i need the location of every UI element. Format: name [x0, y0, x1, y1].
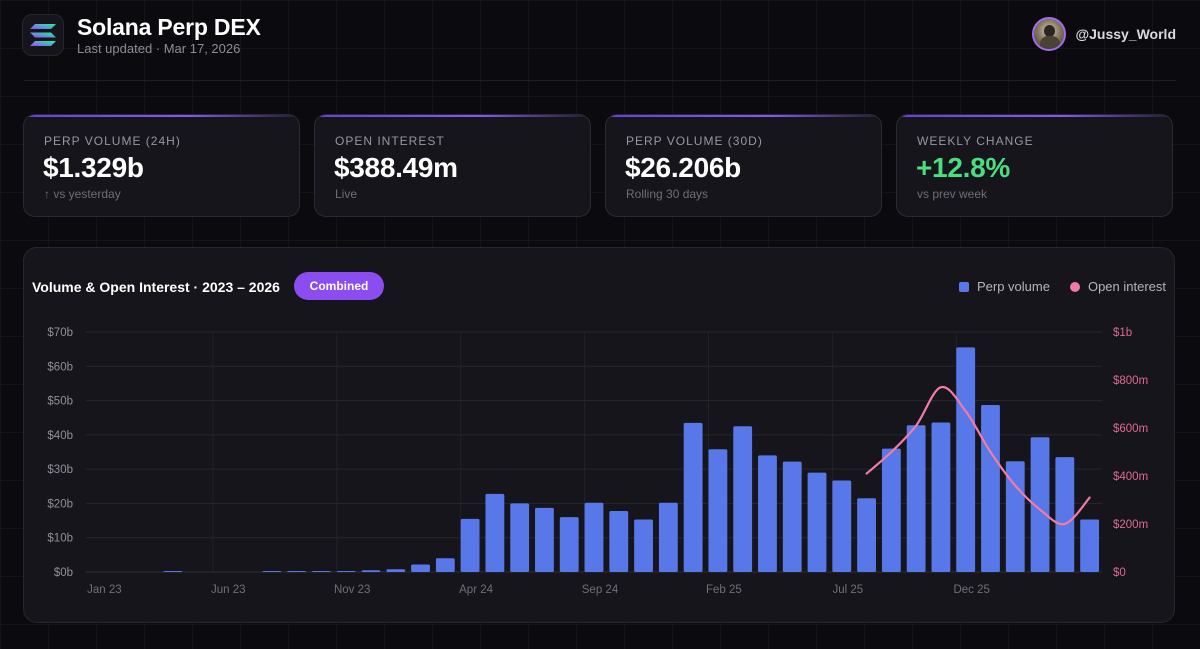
- y-left-tick: $0b: [54, 567, 73, 579]
- y-left-tick: $50b: [47, 396, 73, 408]
- x-tick: Dec 25: [953, 584, 989, 596]
- volume-bar[interactable]: [535, 507, 554, 572]
- volume-bar[interactable]: [832, 480, 852, 572]
- volume-bar[interactable]: [708, 449, 728, 572]
- volume-bar[interactable]: [931, 422, 951, 572]
- volume-bar[interactable]: [435, 558, 455, 572]
- x-tick: Jul 25: [832, 584, 863, 596]
- volume-bar[interactable]: [485, 493, 505, 572]
- header-divider: [24, 80, 1176, 81]
- volume-oi-chart: $0b $10b $20b $30b $40b $50b $60b $70b $0 $200m $4…: [47, 327, 1148, 596]
- open-interest-line[interactable]: [865, 385, 1091, 526]
- volume-bar[interactable]: [510, 503, 530, 572]
- chart-title: Volume & Open Interest · 2023 – 2026: [32, 279, 280, 295]
- stat-label: PERP VOLUME (24H): [44, 134, 181, 148]
- y-left-tick: $60b: [47, 361, 73, 373]
- legend-line-swatch: [1069, 281, 1080, 292]
- volume-bar[interactable]: [658, 502, 678, 572]
- volume-bar[interactable]: [163, 571, 183, 572]
- avatar[interactable]: [1032, 17, 1067, 51]
- chart-legend: Perp volume Open interest: [958, 279, 1166, 294]
- volume-bar[interactable]: [782, 461, 802, 572]
- stat-value: $1.329b: [43, 152, 144, 183]
- volume-bar[interactable]: [758, 455, 777, 572]
- page-title: Solana Perp DEX: [77, 14, 261, 40]
- stat-note: vs prev week: [917, 187, 988, 201]
- volume-bar[interactable]: [733, 426, 753, 572]
- legend-perp-volume[interactable]: Perp volume: [976, 279, 1050, 294]
- volume-bar[interactable]: [559, 517, 579, 572]
- stat-value: $26.206b: [625, 152, 741, 183]
- volume-bar[interactable]: [584, 502, 604, 572]
- volume-bar[interactable]: [411, 564, 430, 572]
- y-left-tick: $40b: [47, 430, 73, 442]
- y-right-tick: $800m: [1113, 375, 1148, 387]
- stat-label: PERP VOLUME (30D): [626, 134, 763, 148]
- volume-bar[interactable]: [981, 405, 1000, 572]
- volume-bar[interactable]: [881, 448, 901, 572]
- x-tick: Apr 24: [459, 584, 493, 596]
- x-tick: Jan 23: [87, 584, 122, 596]
- y-left-tick: $70b: [47, 327, 73, 339]
- volume-bar[interactable]: [1030, 437, 1050, 572]
- y-left-tick: $20b: [47, 498, 73, 510]
- volume-bar[interactable]: [1080, 519, 1100, 572]
- stat-card-weekly-change: WEEKLY CHANGE +12.8% vs prev week: [896, 114, 1173, 217]
- chart-panel: Volume & Open Interest · 2023 – 2026 Com…: [23, 247, 1175, 623]
- solana-logo-icon: [22, 14, 64, 56]
- legend-open-interest[interactable]: Open interest: [1087, 279, 1166, 294]
- volume-bar[interactable]: [634, 519, 653, 572]
- stat-note: ↑ vs yesterday: [44, 187, 121, 201]
- volume-bar[interactable]: [460, 518, 480, 572]
- y-right-tick: $0: [1113, 567, 1126, 579]
- user-profile[interactable]: @Jussy_World: [1032, 16, 1176, 52]
- volume-bar[interactable]: [311, 571, 331, 572]
- last-updated: Last updated · Mar 17, 2026: [77, 41, 241, 56]
- header: Solana Perp DEX Last updated · Mar 17, 2…: [22, 14, 1176, 60]
- x-tick: Jun 23: [211, 584, 246, 596]
- volume-bar[interactable]: [807, 472, 827, 572]
- stat-card-perp-volume-30d: PERP VOLUME (30D) $26.206b Rolling 30 da…: [605, 114, 882, 217]
- volume-bar[interactable]: [857, 498, 877, 572]
- combined-toggle-button[interactable]: Combined: [294, 272, 384, 300]
- y-right-tick: $200m: [1113, 519, 1148, 531]
- volume-bar[interactable]: [262, 571, 282, 572]
- volume-bar[interactable]: [361, 570, 381, 572]
- volume-bar[interactable]: [956, 347, 976, 572]
- x-tick: Sep 24: [582, 584, 619, 596]
- legend-bar-swatch: [958, 281, 969, 292]
- y-right-tick: $400m: [1113, 471, 1148, 483]
- stat-value: $388.49m: [334, 152, 458, 183]
- volume-bar[interactable]: [683, 422, 703, 572]
- volume-bar[interactable]: [1005, 461, 1025, 572]
- stat-card-perp-volume-24h: PERP VOLUME (24H) $1.329b ↑ vs yesterday: [23, 114, 300, 217]
- volume-bar[interactable]: [1055, 457, 1075, 572]
- volume-bar[interactable]: [906, 425, 926, 572]
- stat-value: +12.8%: [916, 152, 1010, 183]
- volume-bar[interactable]: [336, 570, 356, 572]
- y-right-tick: $600m: [1113, 423, 1148, 435]
- y-right-tick: $1b: [1113, 327, 1132, 339]
- stat-note: Rolling 30 days: [626, 187, 709, 201]
- x-tick: Feb 25: [706, 584, 742, 596]
- volume-bar[interactable]: [386, 569, 406, 572]
- volume-bar[interactable]: [609, 510, 629, 572]
- stat-label: OPEN INTEREST: [335, 134, 445, 148]
- x-tick: Nov 23: [334, 584, 370, 596]
- stat-note: Live: [335, 187, 358, 201]
- y-left-tick: $10b: [47, 533, 73, 545]
- stat-card-open-interest: OPEN INTEREST $388.49m Live: [314, 114, 591, 217]
- stat-label: WEEKLY CHANGE: [917, 134, 1034, 148]
- username[interactable]: @Jussy_World: [1075, 26, 1176, 42]
- y-left-tick: $30b: [47, 464, 73, 476]
- volume-bar[interactable]: [287, 571, 307, 572]
